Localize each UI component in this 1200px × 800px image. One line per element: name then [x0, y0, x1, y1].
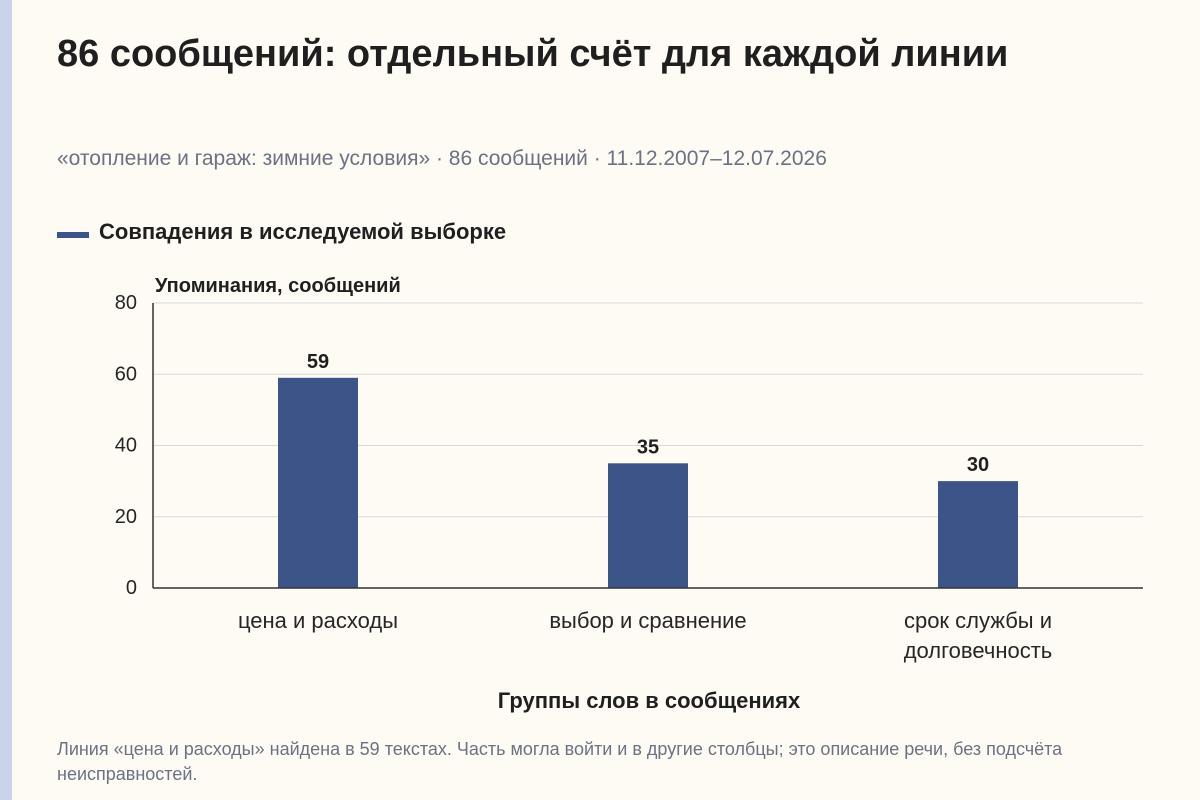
x-tick-label: долговечность — [904, 638, 1053, 663]
y-tick-label: 40 — [115, 435, 137, 457]
y-tick-label: 0 — [126, 577, 137, 599]
bar — [278, 377, 358, 588]
bar — [938, 481, 1018, 588]
chart-footnote: Линия «цена и расходы» найдена в 59 текс… — [57, 739, 1063, 784]
accent-strip — [0, 0, 12, 800]
y-tick-label: 60 — [115, 363, 137, 385]
data-label: 59 — [307, 351, 329, 373]
x-tick-label: срок службы и — [904, 608, 1052, 633]
y-axis-title: Упоминания, сообщений — [155, 275, 401, 297]
legend-swatch — [57, 232, 89, 238]
x-tick-label: выбор и сравнение — [549, 608, 746, 633]
labels-layer: 0 20 40 60 80 59 цена и расходы 35 выбор и сравн… — [115, 292, 1053, 663]
bar-chart: 0 20 40 60 80 59 цена и расходы 35 выбор и сравн… — [115, 275, 1143, 713]
legend-label: Совпадения в исследуемой выборке — [99, 219, 507, 244]
page-title: 86 сообщений: отдельный счёт для каждой … — [57, 33, 1009, 75]
bars-layer — [278, 377, 1018, 588]
y-tick-label: 80 — [115, 292, 137, 314]
data-label: 30 — [967, 454, 989, 476]
y-tick-label: 20 — [115, 506, 137, 528]
bar — [608, 463, 688, 588]
page-subtitle: «отопление и гараж: зимние условия» · 86… — [57, 147, 827, 170]
x-axis-title: Группы слов в сообщениях — [498, 688, 801, 713]
x-tick-label: цена и расходы — [238, 608, 398, 633]
chart-legend: Совпадения в исследуемой выборке — [57, 219, 506, 245]
data-label: 35 — [637, 436, 659, 458]
